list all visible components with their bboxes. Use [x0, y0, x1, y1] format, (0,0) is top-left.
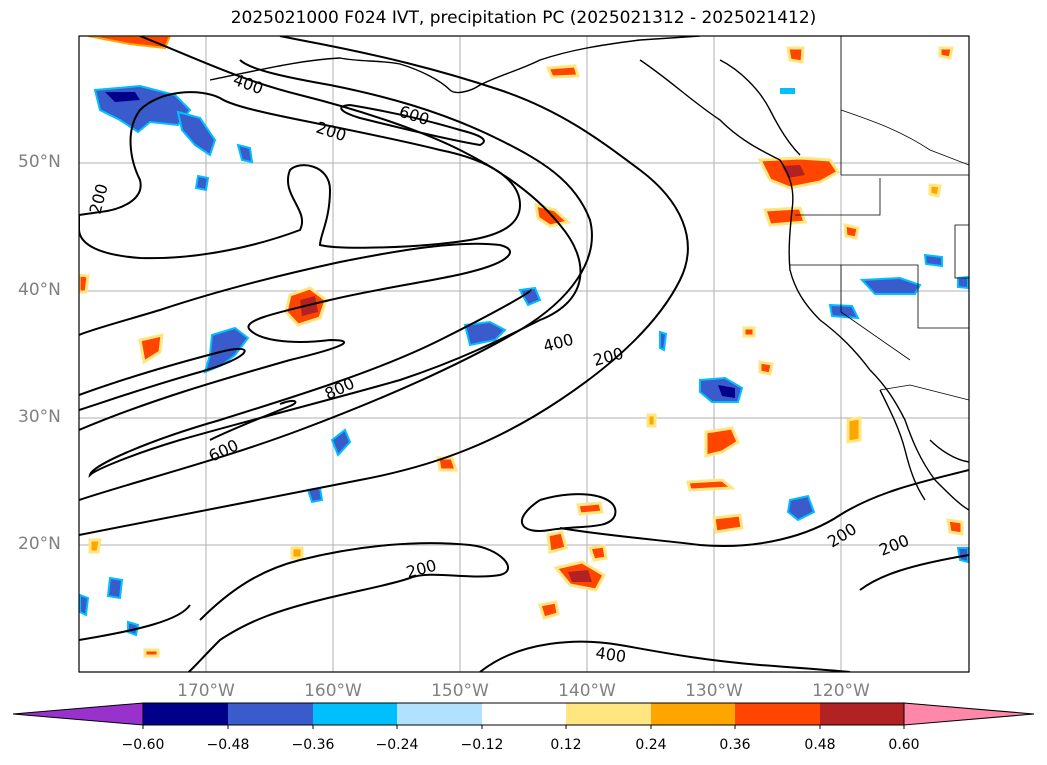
lon-label: 130°W — [685, 681, 743, 701]
chart-title: 2025021000 F024 IVT, precipitation PC (2… — [230, 8, 817, 28]
colorbar-tick-label: 0.48 — [804, 737, 836, 753]
lon-label: 160°W — [304, 681, 362, 701]
colorbar-segment — [313, 703, 397, 725]
colorbar-segment — [482, 703, 566, 725]
colorbar-segment — [651, 703, 735, 725]
colorbar-segment — [228, 703, 313, 725]
ivt-contours — [79, 36, 969, 672]
colorbar-tick-label: 0.36 — [719, 737, 751, 753]
colorbar-segment — [566, 703, 651, 725]
colorbar-segment — [820, 703, 904, 725]
colorbar-extend-low — [12, 702, 144, 726]
colorbar-tick-label: −0.24 — [375, 737, 419, 753]
coastlines — [209, 36, 969, 511]
colorbar-tick-label: −0.60 — [121, 737, 165, 753]
colorbar — [12, 702, 1035, 729]
colorbar-tick-label: 0.12 — [550, 737, 582, 753]
colorbar-segment — [735, 703, 820, 725]
colorbar-tick-label: −0.48 — [206, 737, 250, 753]
lat-label: 50°N — [18, 152, 61, 172]
political-borders — [790, 36, 969, 401]
contour-label: 400 — [594, 643, 627, 666]
colorbar-tick-label: 0.60 — [888, 737, 920, 753]
lat-label: 20°N — [18, 534, 61, 554]
lon-label: 150°W — [431, 681, 489, 701]
lat-label: 30°N — [18, 407, 61, 427]
lon-label: 120°W — [812, 681, 870, 701]
lon-label: 170°W — [177, 681, 235, 701]
map-border — [78, 35, 970, 673]
colorbar-segment — [397, 703, 482, 725]
colorbar-extend-high — [903, 702, 1035, 726]
colorbar-tick-label: −0.36 — [291, 737, 335, 753]
colorbar-tick-label: −0.12 — [460, 737, 504, 753]
lat-label: 40°N — [18, 280, 61, 300]
colorbar-segment — [143, 703, 228, 725]
colorbar-tick-label: 0.24 — [635, 737, 667, 753]
lon-label: 140°W — [558, 681, 616, 701]
precip-positive-areas — [79, 36, 964, 658]
